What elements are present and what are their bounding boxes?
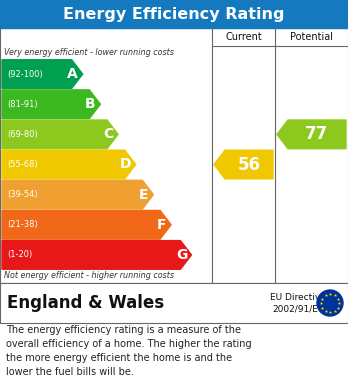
- Polygon shape: [2, 240, 191, 269]
- Text: The energy efficiency rating is a measure of the
overall efficiency of a home. T: The energy efficiency rating is a measur…: [6, 325, 252, 377]
- Bar: [0, 283, 348, 323]
- Text: (21-38): (21-38): [7, 220, 38, 229]
- Text: B: B: [85, 97, 96, 111]
- Text: D: D: [120, 158, 132, 172]
- Polygon shape: [277, 120, 346, 149]
- Text: 56: 56: [237, 156, 261, 174]
- Polygon shape: [214, 150, 273, 179]
- Text: G: G: [176, 248, 187, 262]
- Text: Potential: Potential: [290, 32, 333, 42]
- Text: Current: Current: [225, 32, 262, 42]
- Text: A: A: [67, 67, 78, 81]
- Text: (55-68): (55-68): [7, 160, 38, 169]
- Text: F: F: [156, 218, 166, 232]
- Text: (1-20): (1-20): [7, 250, 32, 260]
- Polygon shape: [2, 120, 118, 149]
- Polygon shape: [2, 180, 153, 209]
- Polygon shape: [2, 210, 171, 239]
- Text: Energy Efficiency Rating: Energy Efficiency Rating: [63, 7, 285, 22]
- Text: 77: 77: [306, 126, 329, 143]
- Text: (69-80): (69-80): [7, 130, 38, 139]
- Text: Not energy efficient - higher running costs: Not energy efficient - higher running co…: [4, 271, 174, 280]
- Text: E: E: [139, 188, 148, 202]
- Circle shape: [317, 290, 343, 316]
- Bar: [0, 28, 348, 283]
- Text: England & Wales: England & Wales: [7, 294, 164, 312]
- Text: (39-54): (39-54): [7, 190, 38, 199]
- Text: Very energy efficient - lower running costs: Very energy efficient - lower running co…: [4, 48, 174, 57]
- Text: EU Directive
2002/91/EC: EU Directive 2002/91/EC: [270, 292, 326, 314]
- Polygon shape: [2, 60, 83, 88]
- Polygon shape: [2, 150, 136, 179]
- Text: (81-91): (81-91): [7, 100, 38, 109]
- Bar: [0, 0, 348, 28]
- Polygon shape: [2, 90, 100, 118]
- Text: (92-100): (92-100): [7, 70, 43, 79]
- Text: C: C: [103, 127, 113, 142]
